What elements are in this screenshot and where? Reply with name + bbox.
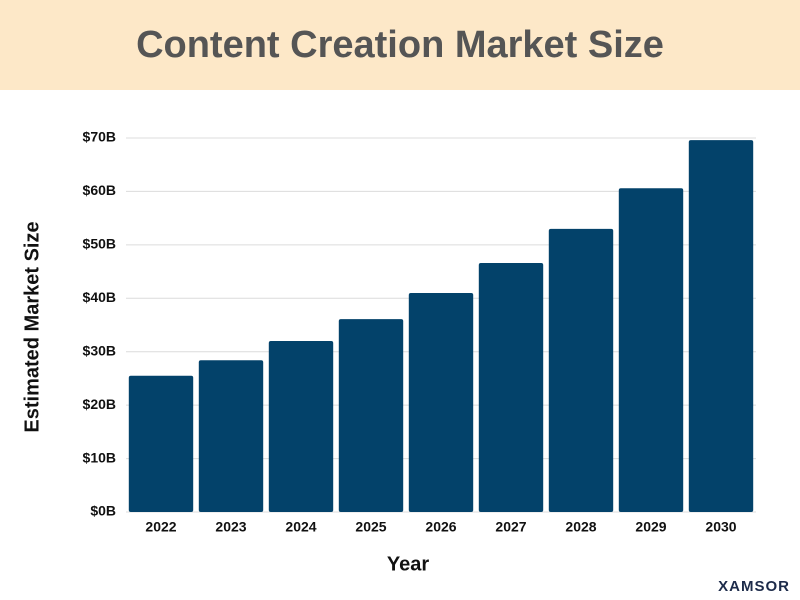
x-tick-label: 2024 xyxy=(285,519,316,535)
bar xyxy=(268,341,334,512)
x-tick-label: 2028 xyxy=(565,519,596,535)
x-tick-label: 2027 xyxy=(495,519,526,535)
y-tick-label: $40B xyxy=(83,289,116,305)
y-tick-label: $20B xyxy=(83,396,116,412)
bar xyxy=(618,188,684,513)
chart-title: Content Creation Market Size xyxy=(136,24,664,66)
x-tick-label: 2030 xyxy=(705,519,736,535)
x-axis-label: Year xyxy=(387,553,429,575)
y-tick-label: $30B xyxy=(83,342,116,358)
x-tick-label: 2025 xyxy=(355,519,386,535)
y-tick-label: $0B xyxy=(90,503,116,519)
bar xyxy=(688,140,754,512)
header-band xyxy=(0,0,800,90)
y-axis-label: Estimated Market Size xyxy=(21,221,43,432)
y-tick-label: $60B xyxy=(83,182,116,198)
bar xyxy=(128,375,194,512)
bar xyxy=(548,228,614,513)
bar xyxy=(408,292,474,512)
y-tick-label: $10B xyxy=(83,449,116,465)
x-tick-label: 2029 xyxy=(635,519,666,535)
x-tick-label: 2022 xyxy=(145,519,176,535)
bar xyxy=(478,263,544,512)
bar xyxy=(338,319,404,512)
x-tick-label: 2023 xyxy=(215,519,246,535)
bar xyxy=(198,360,264,512)
brand: XAMSOR xyxy=(718,578,790,595)
y-tick-label: $50B xyxy=(83,236,116,252)
x-tick-label: 2026 xyxy=(425,519,456,535)
y-tick-label: $70B xyxy=(83,129,116,145)
